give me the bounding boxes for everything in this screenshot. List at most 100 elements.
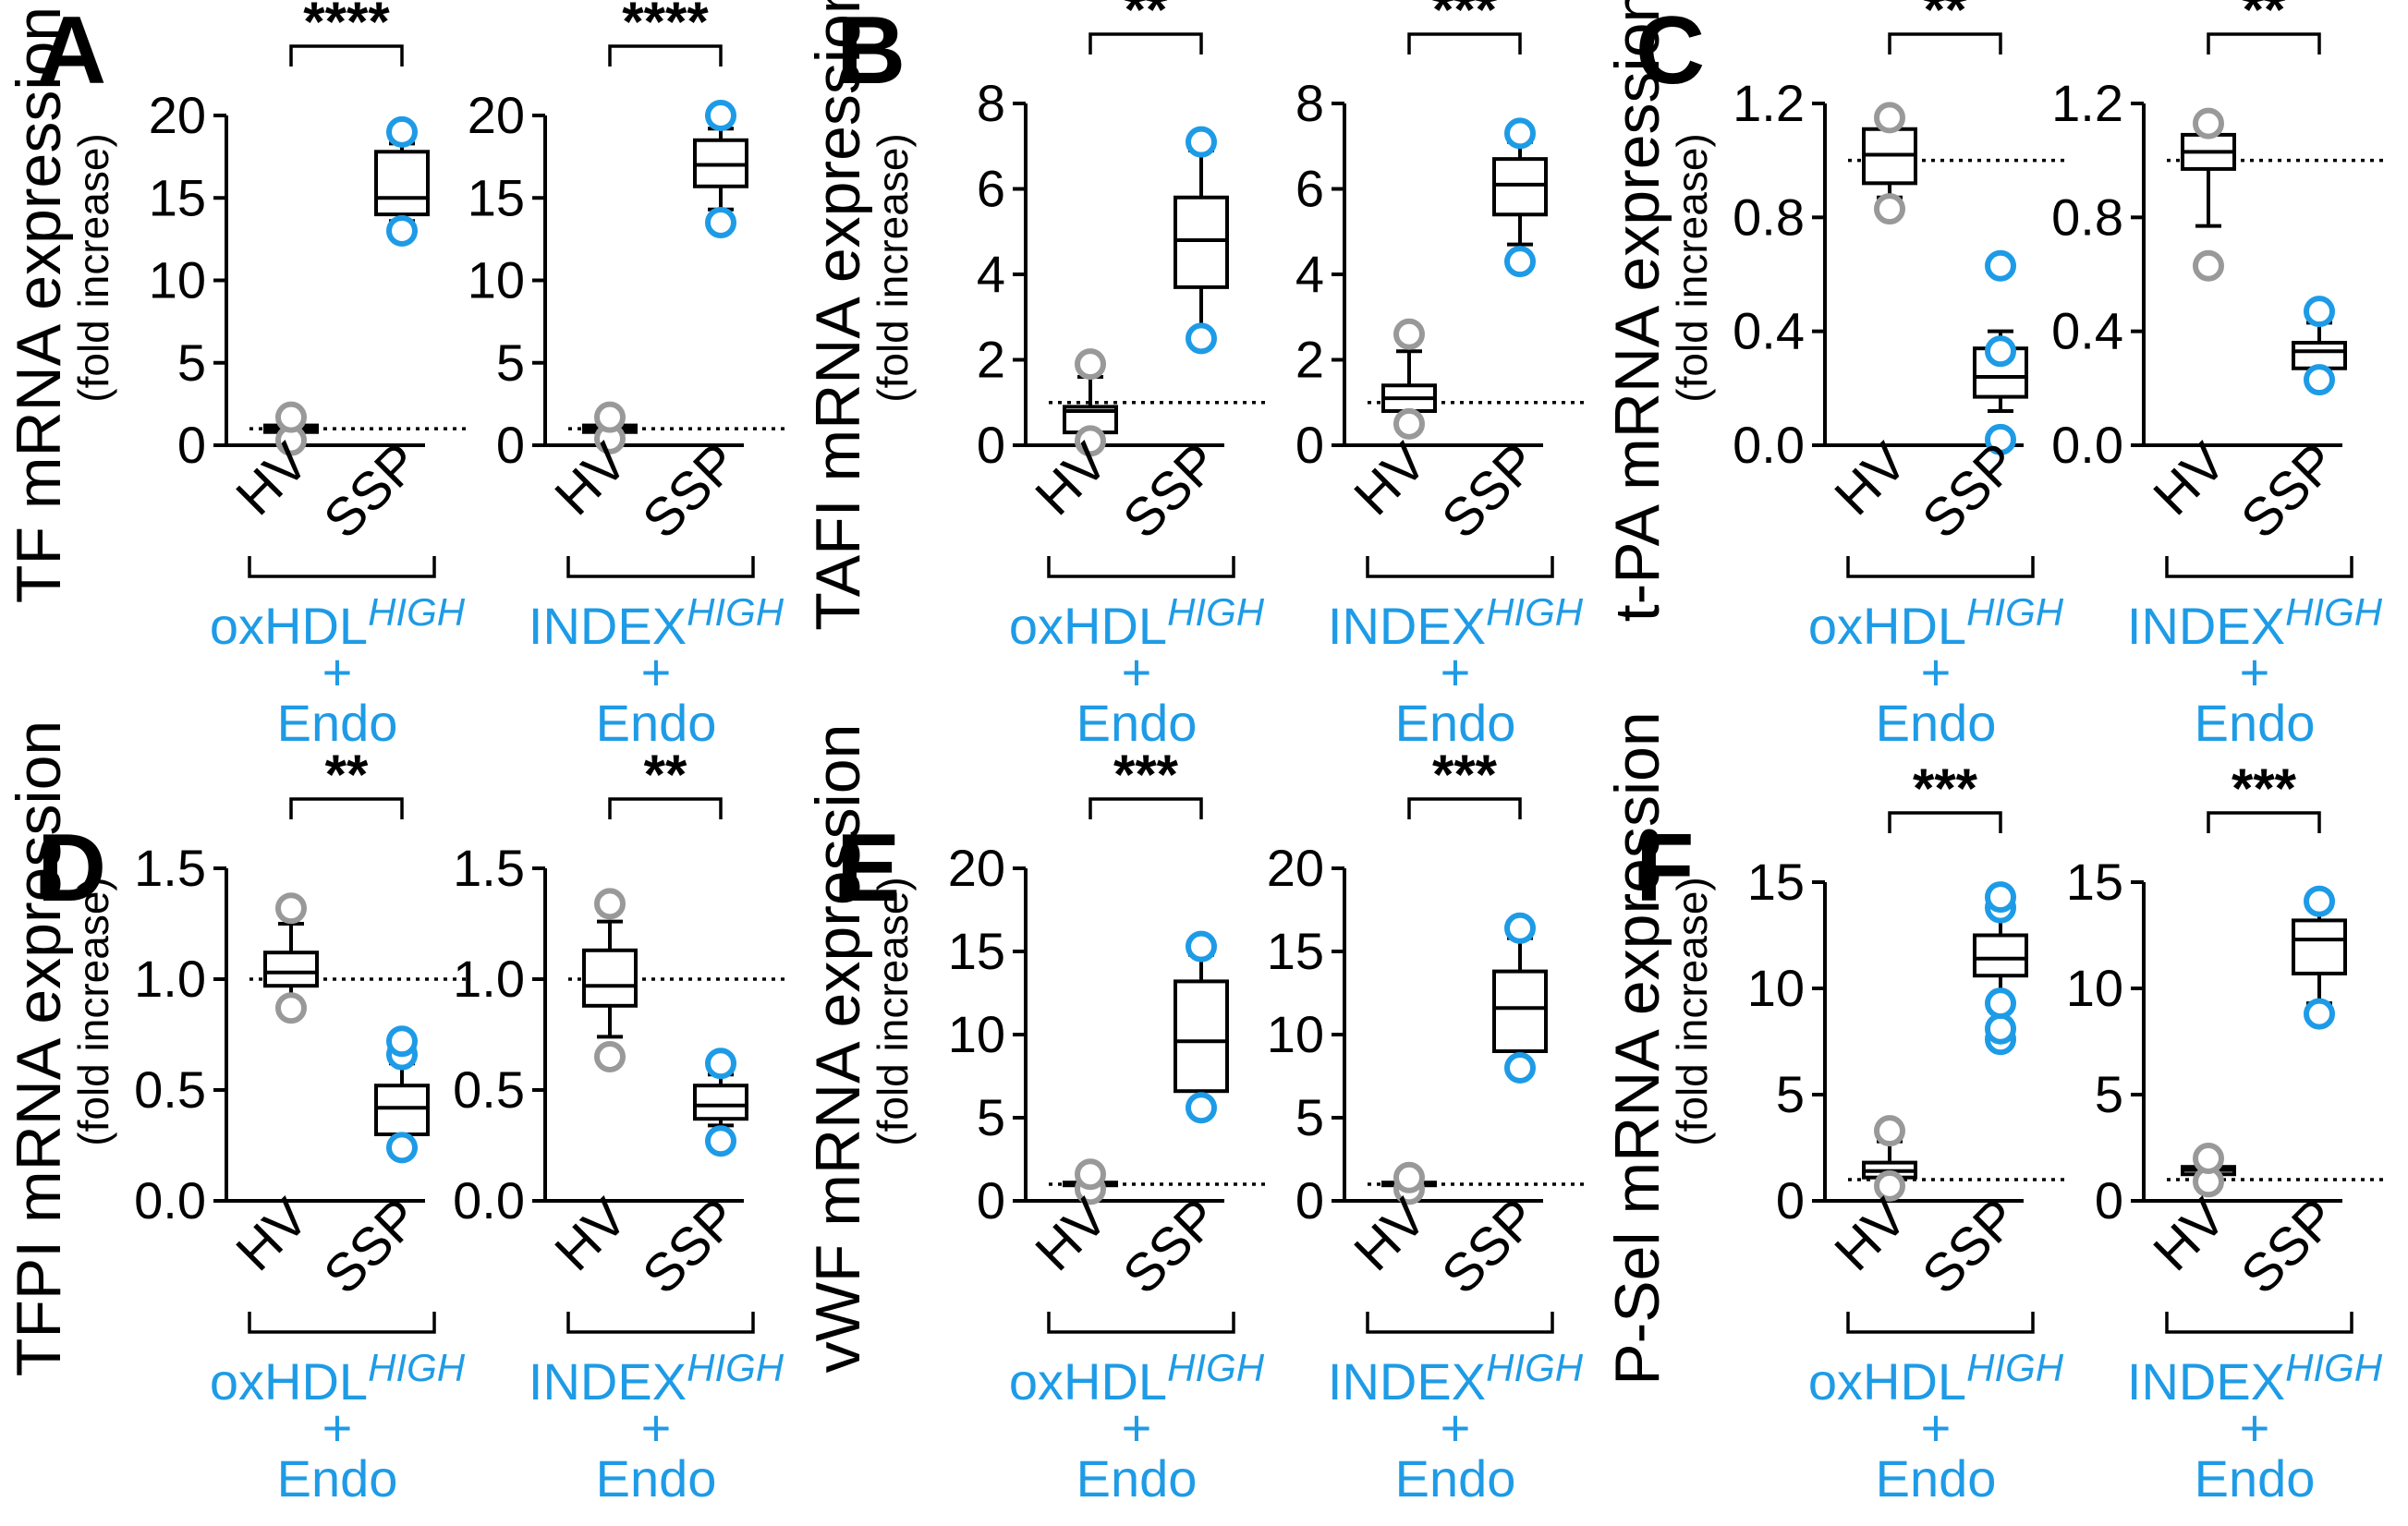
y-axis-sublabel: (fold increase) xyxy=(1668,133,1716,402)
y-tick-label: 4 xyxy=(977,245,1005,303)
outlier-point xyxy=(2304,885,2335,917)
group-label-main: oxHDL xyxy=(1808,597,1966,655)
y-tick-label: 15 xyxy=(149,168,206,226)
y-tick-label: 0.0 xyxy=(2051,416,2123,474)
box-ssp xyxy=(1973,249,2028,455)
outlier-point xyxy=(1075,1158,1106,1191)
box-ssp xyxy=(1973,881,2028,1056)
outlier-point xyxy=(1186,1092,1217,1124)
outlier-point xyxy=(2304,364,2335,396)
box-hv xyxy=(1862,102,1917,225)
box-iqr xyxy=(374,1084,430,1136)
group-label-endo: Endo xyxy=(2195,694,2316,752)
y-tick-label: 0 xyxy=(977,416,1005,474)
group-label-main: oxHDL xyxy=(210,1352,368,1411)
group-label-plus: + xyxy=(1441,1399,1471,1457)
box-iqr xyxy=(1492,969,1548,1053)
box-iqr xyxy=(1174,979,1229,1094)
significance-bracket xyxy=(608,44,723,67)
y-tick-label: 5 xyxy=(177,333,206,392)
group-label-superscript: HIGH xyxy=(2285,590,2383,634)
y-tick-label: 6 xyxy=(1295,160,1324,218)
group-label-superscript: HIGH xyxy=(368,1346,466,1389)
y-tick-label: 1.5 xyxy=(134,839,206,897)
box-hv xyxy=(2181,107,2236,282)
y-tick-label: 1.2 xyxy=(1733,74,1805,132)
y-tick-label: 0 xyxy=(496,416,525,474)
outlier-point xyxy=(1985,335,2016,368)
y-tick-label: 5 xyxy=(1295,1088,1324,1146)
significance-bracket xyxy=(1888,811,2002,833)
y-axis-sublabel: (fold increase) xyxy=(69,133,117,402)
box-hv xyxy=(263,892,319,1024)
group-label-plus: + xyxy=(641,1399,672,1457)
group-bracket xyxy=(1047,1312,1235,1334)
outlier-point xyxy=(1874,102,1905,134)
box-ssp xyxy=(374,1025,430,1164)
y-tick-label: 10 xyxy=(149,251,206,309)
group-label: oxHDLHIGH xyxy=(1009,590,1265,655)
y-tick-label: 0 xyxy=(1295,1171,1324,1229)
panel-letter: D xyxy=(37,815,106,922)
group-label-plus: + xyxy=(1122,1399,1152,1457)
outlier-point xyxy=(1874,1169,1905,1202)
group-label: INDEXHIGH xyxy=(529,590,784,655)
box-iqr xyxy=(374,150,430,217)
y-tick-label: 1.0 xyxy=(453,950,525,1008)
group-label-plus: + xyxy=(641,643,672,701)
group-bracket xyxy=(566,556,755,578)
x-category-label: SSP xyxy=(312,1187,431,1305)
y-tick-label: 2 xyxy=(1295,331,1324,389)
y-tick-label: 4 xyxy=(1295,245,1324,303)
significance-label: **** xyxy=(303,0,390,53)
panel-f: FP-Sel mRNA expression(fold increase) 0 5 1… xyxy=(1602,711,2384,1508)
outlier-point xyxy=(1504,1052,1536,1084)
y-tick-label: 15 xyxy=(2066,853,2123,911)
y-tick-label: 0 xyxy=(177,416,206,474)
outlier-point xyxy=(1504,117,1536,150)
outlier-point xyxy=(386,1132,418,1164)
group-label-endo: Endo xyxy=(1076,694,1198,752)
box-hv xyxy=(1381,318,1437,440)
group-label-superscript: HIGH xyxy=(368,590,466,634)
group-label: oxHDLHIGH xyxy=(210,1346,466,1411)
outlier-point xyxy=(275,992,307,1024)
y-tick-label: 0.0 xyxy=(453,1171,525,1229)
significance-label: *** xyxy=(1432,744,1498,805)
panel-letter: A xyxy=(37,0,106,104)
x-category-label: SSP xyxy=(2230,431,2348,550)
outlier-point xyxy=(1504,246,1536,278)
significance-bracket xyxy=(1407,797,1522,819)
outlier-point xyxy=(1393,1161,1425,1193)
y-tick-label: 1.2 xyxy=(2051,74,2123,132)
significance-bracket xyxy=(289,797,404,819)
outlier-point xyxy=(386,1025,418,1058)
y-tick-label: 20 xyxy=(948,839,1005,897)
y-axis-sublabel: (fold increase) xyxy=(1668,877,1716,1145)
significance-label: *** xyxy=(1432,0,1498,41)
y-axis-label: TF mRNA expression xyxy=(4,6,74,603)
y-axis-sublabel: (fold increase) xyxy=(869,877,917,1145)
group-label-superscript: HIGH xyxy=(687,590,784,634)
panel-letter: F xyxy=(1636,815,1695,922)
box-iqr xyxy=(1973,933,2028,978)
group-bracket xyxy=(1366,1312,1554,1334)
group-label-endo: Endo xyxy=(596,694,717,752)
box-hv xyxy=(582,888,638,1072)
group-label-plus: + xyxy=(2240,1399,2270,1457)
x-category-label: SSP xyxy=(312,431,431,550)
outlier-point xyxy=(705,100,736,131)
significance-label: ** xyxy=(325,744,369,805)
group-label-endo: Endo xyxy=(596,1449,717,1508)
group-label-superscript: HIGH xyxy=(1486,590,1584,634)
x-category-label: SSP xyxy=(1112,1187,1230,1305)
group-label-plus: + xyxy=(1122,643,1152,701)
group-label-endo: Endo xyxy=(1876,694,1997,752)
outlier-point xyxy=(386,115,418,148)
outlier-point xyxy=(1985,881,2016,914)
outlier-point xyxy=(1985,987,2016,1020)
